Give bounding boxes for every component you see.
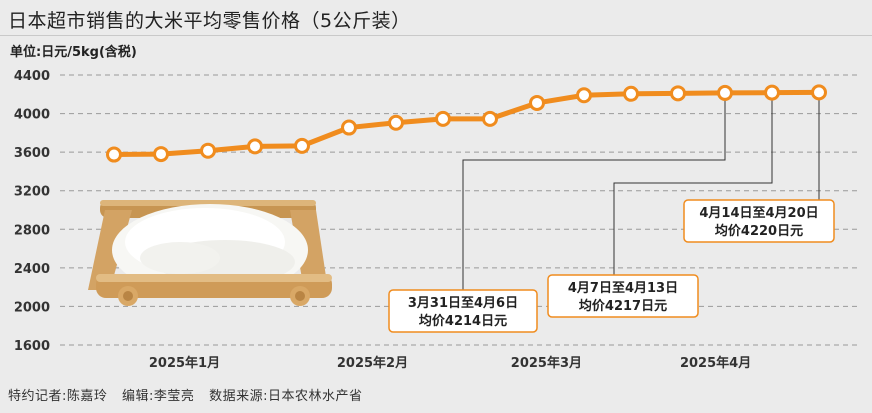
y-tick-label: 2000: [14, 300, 50, 315]
unit-label: 单位:日元/5kg(含税): [10, 45, 137, 60]
x-axis-ticks: 2025年1月 2025年2月 2025年3月 2025年4月: [149, 355, 751, 371]
rice-tray-image: [88, 200, 332, 306]
reporter-credit: 特约记者:陈嘉玲: [8, 389, 108, 404]
data-point: [435, 110, 451, 127]
data-point: [576, 87, 592, 104]
y-tick-label: 2400: [14, 262, 50, 277]
annotation-frame: [388, 289, 538, 333]
x-tick-label: 2025年1月: [149, 355, 220, 371]
annotation-frame: [683, 199, 835, 243]
x-tick-label: 2025年3月: [511, 355, 582, 371]
data-point: [388, 114, 404, 131]
data-point: [623, 85, 639, 102]
data-point: [764, 84, 780, 101]
annotation-boxes: 3月31日至4月6日均价4214日元4月7日至4月13日均价4217日元4月14…: [388, 199, 835, 333]
annotation-text: 4月14日至4月20日: [699, 206, 818, 221]
annotation-frame: [547, 274, 699, 318]
annotation-leaders: [462, 99, 820, 290]
annotation-leader: [462, 99, 726, 290]
annotation-text: 3月31日至4月6日: [408, 296, 518, 311]
x-tick-label: 2025年4月: [680, 355, 751, 371]
chart-title: 日本超市销售的大米平均零售价格（5公斤装）: [8, 10, 411, 32]
series-line: [111, 89, 822, 158]
data-point: [670, 85, 686, 102]
y-tick-label: 3200: [14, 185, 50, 200]
annotation-text: 均价4217日元: [579, 298, 667, 314]
source-credit: 数据来源:日本农林水产省: [209, 389, 363, 404]
annotation-leader: [613, 99, 773, 275]
data-point: [247, 138, 263, 155]
data-point: [341, 119, 357, 136]
data-point: [294, 137, 310, 154]
y-tick-label: 4400: [14, 69, 50, 84]
data-point: [106, 146, 122, 163]
data-point: [717, 84, 733, 101]
data-point: [482, 110, 498, 127]
y-tick-label: 4000: [14, 108, 50, 123]
annotation-text: 均价4214日元: [419, 313, 507, 329]
data-point: [811, 84, 827, 101]
title-divider: [0, 35, 872, 36]
annotation-text: 均价4220日元: [715, 223, 803, 239]
data-point: [200, 142, 216, 159]
y-tick-label: 3600: [14, 146, 50, 161]
y-tick-label: 2800: [14, 223, 50, 238]
y-axis-ticks: 1600 2000 2400 2800 3200 3600 4000 4400: [14, 69, 50, 354]
y-tick-label: 1600: [14, 339, 50, 354]
annotation-text: 4月7日至4月13日: [568, 281, 678, 296]
data-point: [153, 146, 169, 163]
price-series: [106, 84, 827, 163]
editor-credit: 编辑:李莹亮: [122, 389, 195, 404]
x-tick-label: 2025年2月: [337, 355, 408, 371]
footer-credits: 特约记者:陈嘉玲 编辑:李莹亮 数据来源:日本农林水产省: [8, 385, 372, 404]
data-point: [529, 94, 545, 111]
